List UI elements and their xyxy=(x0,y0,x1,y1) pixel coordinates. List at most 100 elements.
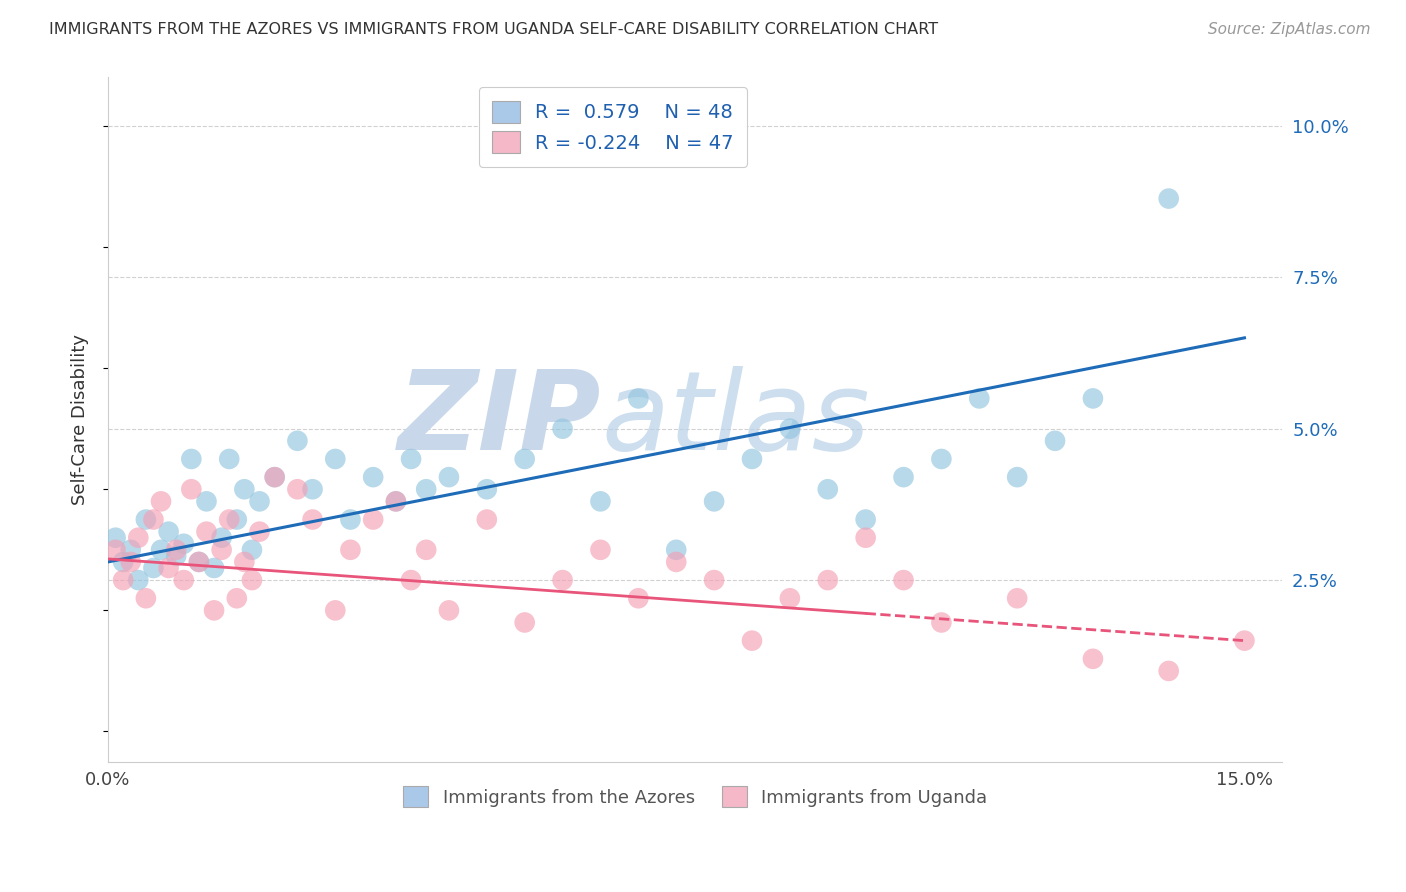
Point xyxy=(104,531,127,545)
Point xyxy=(218,512,240,526)
Point xyxy=(249,524,271,539)
Point xyxy=(665,555,688,569)
Point xyxy=(287,482,309,496)
Point xyxy=(180,482,202,496)
Point xyxy=(263,470,285,484)
Point xyxy=(127,573,149,587)
Point xyxy=(437,470,460,484)
Point xyxy=(225,512,247,526)
Point xyxy=(513,615,536,630)
Legend: Immigrants from the Azores, Immigrants from Uganda: Immigrants from the Azores, Immigrants f… xyxy=(395,779,995,814)
Point xyxy=(150,494,173,508)
Point xyxy=(475,482,498,496)
Point xyxy=(855,531,877,545)
Point xyxy=(142,512,165,526)
Point xyxy=(157,561,180,575)
Point xyxy=(112,573,135,587)
Point xyxy=(1157,192,1180,206)
Point xyxy=(135,591,157,606)
Point xyxy=(1081,652,1104,666)
Point xyxy=(211,531,233,545)
Point xyxy=(202,603,225,617)
Point xyxy=(399,573,422,587)
Point xyxy=(385,494,408,508)
Point xyxy=(112,555,135,569)
Point xyxy=(180,452,202,467)
Point xyxy=(173,573,195,587)
Point xyxy=(1233,633,1256,648)
Point xyxy=(589,494,612,508)
Point xyxy=(211,542,233,557)
Point xyxy=(135,512,157,526)
Point xyxy=(399,452,422,467)
Point xyxy=(817,573,839,587)
Point xyxy=(301,482,323,496)
Point xyxy=(195,494,218,508)
Point xyxy=(817,482,839,496)
Point xyxy=(741,452,763,467)
Point xyxy=(142,561,165,575)
Point xyxy=(339,512,361,526)
Point xyxy=(475,512,498,526)
Point xyxy=(931,452,953,467)
Text: Source: ZipAtlas.com: Source: ZipAtlas.com xyxy=(1208,22,1371,37)
Point xyxy=(202,561,225,575)
Text: IMMIGRANTS FROM THE AZORES VS IMMIGRANTS FROM UGANDA SELF-CARE DISABILITY CORREL: IMMIGRANTS FROM THE AZORES VS IMMIGRANTS… xyxy=(49,22,938,37)
Y-axis label: Self-Care Disability: Self-Care Disability xyxy=(72,334,89,505)
Point xyxy=(225,591,247,606)
Point xyxy=(150,542,173,557)
Point xyxy=(779,422,801,436)
Point xyxy=(931,615,953,630)
Point xyxy=(1005,591,1028,606)
Point xyxy=(893,470,915,484)
Point xyxy=(1157,664,1180,678)
Point xyxy=(779,591,801,606)
Point xyxy=(703,573,725,587)
Point xyxy=(741,633,763,648)
Point xyxy=(173,537,195,551)
Point xyxy=(627,392,650,406)
Point xyxy=(703,494,725,508)
Point xyxy=(287,434,309,448)
Point xyxy=(240,573,263,587)
Point xyxy=(551,573,574,587)
Point xyxy=(513,452,536,467)
Point xyxy=(165,542,187,557)
Point xyxy=(157,524,180,539)
Point xyxy=(195,524,218,539)
Point xyxy=(551,422,574,436)
Point xyxy=(104,542,127,557)
Point xyxy=(627,591,650,606)
Point xyxy=(120,555,142,569)
Text: atlas: atlas xyxy=(602,366,870,473)
Point xyxy=(385,494,408,508)
Point xyxy=(301,512,323,526)
Point xyxy=(415,542,437,557)
Point xyxy=(165,549,187,563)
Text: ZIP: ZIP xyxy=(398,366,602,473)
Point xyxy=(339,542,361,557)
Point xyxy=(589,542,612,557)
Point xyxy=(361,512,384,526)
Point xyxy=(969,392,991,406)
Point xyxy=(1043,434,1066,448)
Point xyxy=(1081,392,1104,406)
Point xyxy=(120,542,142,557)
Point xyxy=(233,555,256,569)
Point xyxy=(263,470,285,484)
Point xyxy=(415,482,437,496)
Point xyxy=(249,494,271,508)
Point xyxy=(1005,470,1028,484)
Point xyxy=(893,573,915,587)
Point xyxy=(361,470,384,484)
Point xyxy=(187,555,209,569)
Point xyxy=(233,482,256,496)
Point xyxy=(127,531,149,545)
Point xyxy=(665,542,688,557)
Point xyxy=(218,452,240,467)
Point xyxy=(437,603,460,617)
Point xyxy=(855,512,877,526)
Point xyxy=(323,452,346,467)
Point xyxy=(323,603,346,617)
Point xyxy=(240,542,263,557)
